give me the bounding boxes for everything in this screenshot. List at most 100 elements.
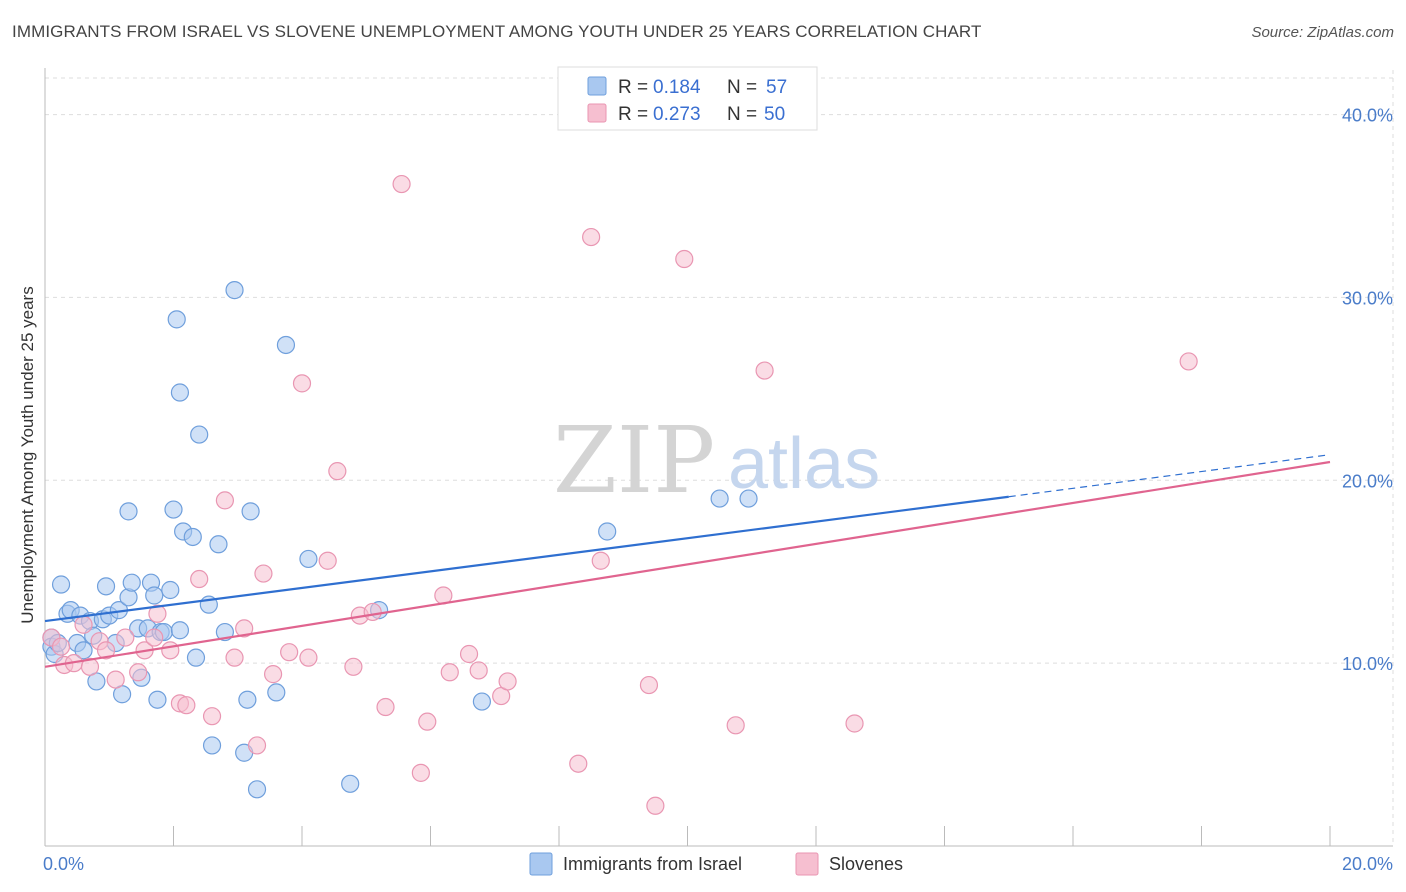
israel-point xyxy=(148,690,167,709)
watermark-zip: ZIP xyxy=(553,407,715,514)
israel-point xyxy=(247,780,267,799)
y-tick-labels: 10.0% 20.0% 30.0% 40.0% xyxy=(1342,106,1393,675)
israel-point xyxy=(598,522,617,541)
israel-point xyxy=(739,489,758,508)
slovene-point xyxy=(215,491,234,510)
slovene-point xyxy=(328,462,347,481)
israel-point xyxy=(96,577,116,596)
axes xyxy=(44,68,1393,847)
slovene-point xyxy=(582,227,601,247)
legend-n-label-israel: N = xyxy=(727,77,757,98)
slovene-point xyxy=(263,665,283,684)
israel-point xyxy=(170,383,190,402)
israel-point xyxy=(299,549,318,569)
slovene-point xyxy=(145,628,164,647)
x-tick-labels: 0.0% 20.0% xyxy=(43,854,1393,874)
slovene-point xyxy=(225,648,244,667)
bottom-legend-label-slovene: Slovenes xyxy=(829,854,903,874)
israel-point xyxy=(51,575,71,594)
legend-r-value-slovene: 0.273 xyxy=(653,104,701,125)
israel-point xyxy=(276,335,296,355)
legend-swatch-israel xyxy=(587,76,607,96)
slovene-point xyxy=(1179,352,1198,371)
slovene-point xyxy=(418,712,437,731)
watermark-atlas: atlas xyxy=(728,424,880,504)
slovene-point xyxy=(646,796,665,815)
slovene-point xyxy=(318,551,337,570)
slovene-point xyxy=(363,602,382,622)
legend-r-label-israel: R = xyxy=(618,77,648,98)
source-label: Source: ZipAtlas.com xyxy=(1251,24,1394,41)
slovene-point xyxy=(440,663,459,682)
slovene-point xyxy=(411,763,430,782)
israel-point xyxy=(202,736,222,755)
slovene-point xyxy=(202,707,222,726)
israel-point xyxy=(167,310,186,329)
israel-point xyxy=(119,502,138,521)
x-tick-label-left: 0.0% xyxy=(43,854,84,874)
y-tick-label: 30.0% xyxy=(1342,288,1393,308)
slovene-point xyxy=(80,657,100,676)
bottom-legend-label-israel: Immigrants from Israel xyxy=(563,854,742,874)
slovene-point xyxy=(247,736,267,755)
slovene-point xyxy=(254,564,273,583)
israel-point xyxy=(209,535,228,554)
slovene-point xyxy=(344,657,363,676)
israel-point xyxy=(145,586,164,605)
y-axis-label: Unemployment Among Youth under 25 years xyxy=(18,286,37,623)
israel-trend-line xyxy=(44,495,1009,623)
grid-lines xyxy=(45,70,1394,846)
slovene-point xyxy=(235,619,254,638)
y-tick-label: 40.0% xyxy=(1342,106,1393,126)
israel-point xyxy=(119,588,138,607)
slovene-point xyxy=(190,569,209,589)
slovene-point xyxy=(129,663,148,682)
legend-n-value-israel: 57 xyxy=(766,77,787,98)
slovene-point xyxy=(845,714,864,733)
x-tick-label-right: 20.0% xyxy=(1342,854,1393,874)
israel-point xyxy=(341,774,360,793)
israel-point xyxy=(241,502,260,521)
y-tick-label: 10.0% xyxy=(1342,654,1393,674)
bottom-legend-swatch-israel xyxy=(529,852,553,876)
slovene-point xyxy=(755,361,774,380)
correlation-legend: R = 0.184 N = 57 R = 0.273 N = 50 xyxy=(557,66,818,131)
slovene-point xyxy=(639,675,659,695)
slovene-point xyxy=(292,374,312,393)
israel-point xyxy=(472,692,491,711)
israel-point xyxy=(170,621,190,640)
israel-trend-extension xyxy=(1008,454,1331,498)
slovene-point xyxy=(726,716,745,735)
slovene-point xyxy=(280,643,299,662)
slovene-point xyxy=(106,670,125,689)
slovene-point xyxy=(591,551,610,570)
slovene-point xyxy=(51,637,71,656)
slovene-point xyxy=(675,249,694,269)
israel-point xyxy=(122,573,141,592)
trend-lines xyxy=(44,454,1331,668)
slovene-point xyxy=(376,697,395,717)
slovene-point xyxy=(569,754,588,773)
israel-point xyxy=(710,489,729,508)
legend-r-value-israel: 0.184 xyxy=(653,77,701,98)
israel-points xyxy=(42,281,758,799)
slovene-point xyxy=(392,174,411,194)
israel-point xyxy=(164,500,183,519)
slovene-point xyxy=(74,615,93,634)
israel-point xyxy=(238,690,257,709)
israel-point xyxy=(190,425,209,444)
watermark: ZIP atlas xyxy=(553,407,880,514)
bottom-legend-swatch-slovene xyxy=(795,852,819,876)
legend-swatch-slovene xyxy=(587,103,607,123)
slovene-point xyxy=(177,696,196,715)
y-tick-label: 20.0% xyxy=(1342,471,1393,491)
israel-point xyxy=(186,648,206,667)
legend-r-label-slovene: R = xyxy=(618,104,648,125)
series-legend: Immigrants from Israel Slovenes xyxy=(529,852,903,876)
legend-n-label-slovene: N = xyxy=(727,104,757,125)
israel-point xyxy=(161,580,180,600)
slovene-point xyxy=(96,641,116,660)
slovene-point xyxy=(161,641,180,660)
slovene-points xyxy=(42,174,1198,815)
